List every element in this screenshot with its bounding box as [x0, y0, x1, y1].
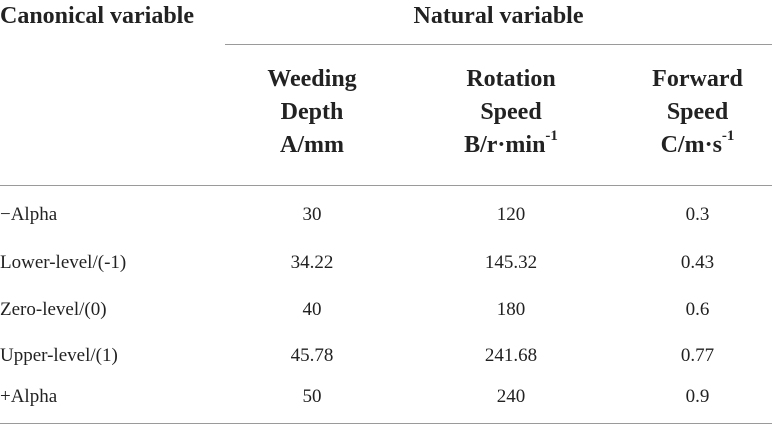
natural-variable-header: Natural variable — [413, 3, 584, 29]
cell-rotation-speed: 180 — [496, 299, 526, 320]
table-row: +Alpha 50 240 0.9 — [0, 377, 772, 417]
row-label: Zero-level/(0) — [0, 299, 107, 320]
cell-forward-speed: 0.9 — [685, 386, 710, 407]
row-label: Lower-level/(-1) — [0, 252, 127, 273]
header-bottom-rule — [0, 185, 772, 186]
column-header-line: A/mm — [225, 129, 399, 162]
column-header-line: Depth — [280, 99, 344, 125]
column-header-line: C/m·s-1 — [623, 129, 772, 162]
column-unit: A/mm — [280, 132, 344, 158]
cell-rotation-speed: 241.68 — [484, 345, 538, 366]
column-header-line: Speed — [480, 99, 542, 125]
cell-weeding-depth: 45.78 — [290, 345, 334, 366]
cell-forward-speed: 0.3 — [685, 204, 710, 225]
canonical-variable-header: Canonical variable — [0, 3, 195, 29]
unit-exponent: -1 — [721, 128, 735, 144]
row-label: Upper-level/(1) — [0, 345, 118, 366]
cell-rotation-speed: 240 — [496, 386, 526, 407]
column-unit: B/r·min — [464, 132, 546, 158]
cell-forward-speed: 0.77 — [680, 345, 715, 366]
column-header-rotation-speed: Rotation Speed B/r·min-1 — [399, 63, 623, 162]
cell-weeding-depth: 50 — [302, 386, 322, 407]
column-header-line: B/r·min-1 — [399, 129, 623, 162]
column-header-weeding-depth: Weeding Depth A/mm — [225, 63, 399, 162]
cell-weeding-depth: 34.22 — [290, 252, 334, 273]
row-label: −Alpha — [0, 204, 58, 225]
table-row: Upper-level/(1) 45.78 241.68 0.77 — [0, 336, 772, 376]
table-row: −Alpha 30 120 0.3 — [0, 195, 772, 235]
cell-weeding-depth: 30 — [302, 204, 322, 225]
cell-rotation-speed: 145.32 — [484, 252, 538, 273]
cell-rotation-speed: 120 — [496, 204, 526, 225]
cell-forward-speed: 0.43 — [680, 252, 715, 273]
cell-weeding-depth: 40 — [302, 299, 322, 320]
column-header-line: Rotation — [466, 66, 556, 92]
table-row: Zero-level/(0) 40 180 0.6 — [0, 290, 772, 330]
cell-forward-speed: 0.6 — [685, 299, 710, 320]
column-header-line: Weeding — [267, 66, 357, 92]
column-unit: C/m·s — [660, 132, 722, 158]
column-header-line: Speed — [666, 99, 729, 125]
header-subrule — [225, 44, 772, 45]
unit-exponent: -1 — [545, 128, 558, 144]
column-header-forward-speed: Forward Speed C/m·s-1 — [623, 63, 772, 162]
row-label: +Alpha — [0, 386, 58, 407]
table-row: Lower-level/(-1) 34.22 145.32 0.43 — [0, 243, 772, 283]
table-bottom-rule — [0, 423, 772, 424]
column-header-line: Forward — [652, 66, 743, 92]
